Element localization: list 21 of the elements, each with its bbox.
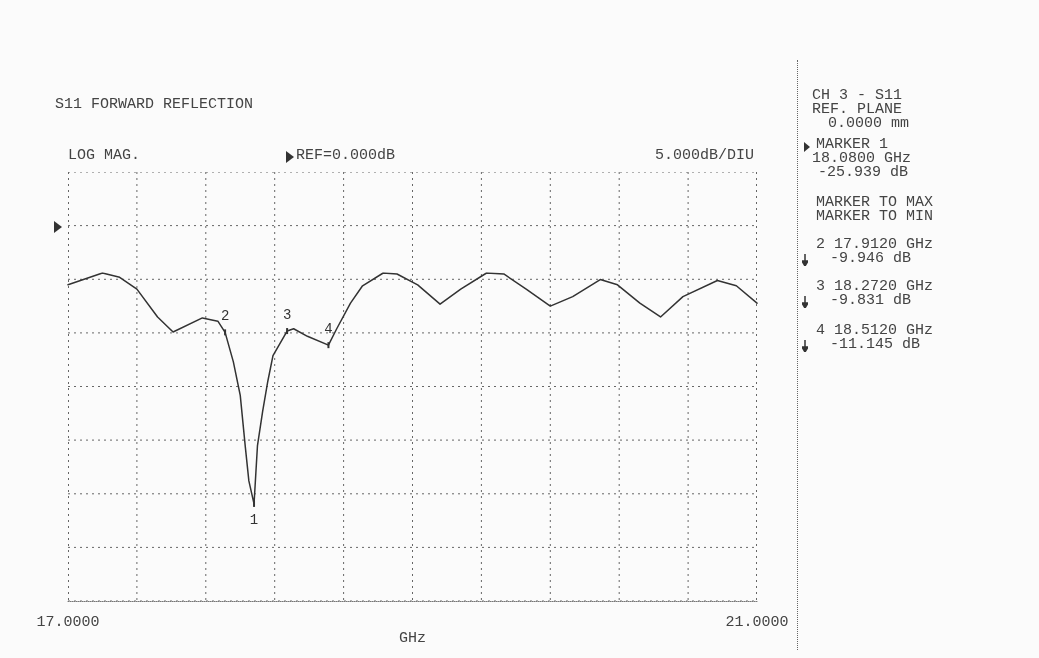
text: -25.939 dB (818, 164, 909, 181)
text: REF. PLANE (812, 101, 903, 118)
chart-title: S11 FORWARD REFLECTION (55, 96, 254, 113)
text: 5.000dB/DIU (654, 147, 754, 164)
text: -11.145 dB (830, 336, 921, 353)
text: 0.0000 mm (828, 115, 910, 132)
annotation: 4 (324, 321, 333, 338)
text: MARKER 1 (816, 136, 888, 153)
text: REF=0.000dB (296, 147, 396, 164)
annotation: 3 (282, 307, 292, 324)
annotation: 1 (249, 511, 259, 528)
x-tick-label: 21.0000 (725, 614, 789, 631)
annotation: 2 (220, 308, 230, 325)
text: MARKER TO MIN (816, 208, 934, 225)
text: MARKER TO MAX (816, 194, 934, 211)
text: CH 3 - S11 (812, 87, 903, 104)
x-tick-label: 17.0000 (36, 614, 100, 631)
text: -9.831 dB (830, 292, 912, 309)
text: LOG MAG. (68, 147, 141, 164)
x-axis-title: GHz (398, 629, 427, 647)
text: -9.946 dB (830, 250, 912, 267)
